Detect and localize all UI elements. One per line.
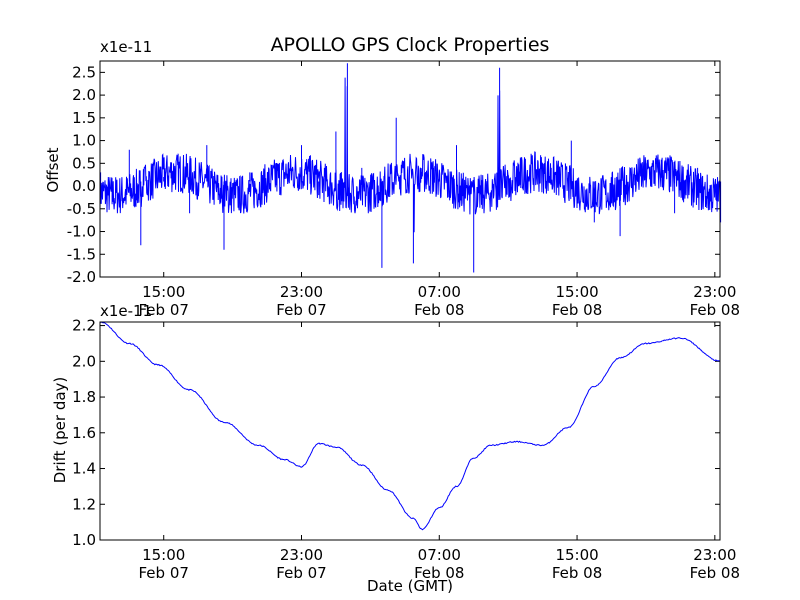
y-tick-label: 2.5 (72, 63, 96, 81)
drift-ticks (100, 322, 720, 541)
x-tick-label-date: Feb 08 (690, 564, 740, 582)
x-tick-label-date: Feb 07 (276, 564, 326, 582)
drift-plot-frame (99, 321, 721, 541)
y-tick-label: 1.2 (72, 495, 96, 513)
x-axis-label: Date (GMT) (367, 577, 453, 595)
y-tick-label: 2.2 (72, 317, 96, 335)
figure-title: APOLLO GPS Clock Properties (271, 34, 550, 56)
offset-y-axis-label: Offset (44, 147, 62, 192)
offset-y-tick-labels: -2.0 -1.5 -1.0 -0.5 0.0 0.5 1.0 1.5 2.0 2.5 (67, 63, 96, 286)
y-tick-label: 2.0 (72, 86, 96, 104)
drift-y-tick-labels: 1.0 1.2 1.4 1.6 1.8 2.0 2.2 (72, 317, 96, 549)
drift-scale-label: x1e-11 (100, 302, 152, 320)
y-tick-label: -1.0 (67, 223, 96, 241)
x-tick-label-time: 15:00 (142, 546, 185, 564)
x-tick-label-date: Feb 08 (414, 301, 464, 319)
drift-series-line (99, 321, 721, 531)
y-tick-label: 1.0 (72, 132, 96, 150)
x-tick-label-time: 23:00 (693, 283, 736, 301)
y-tick-label: -2.0 (67, 268, 96, 286)
x-tick-label-time: 23:00 (280, 283, 323, 301)
y-tick-label: 0.0 (72, 177, 96, 195)
x-tick-label-date: Feb 07 (276, 301, 326, 319)
offset-scale-label: x1e-11 (100, 38, 152, 56)
y-tick-label: -1.5 (67, 245, 96, 263)
x-tick-label-time: 15:00 (142, 283, 185, 301)
x-tick-label-date: Feb 07 (139, 564, 189, 582)
y-tick-label: 1.8 (72, 388, 96, 406)
x-tick-label-date: Feb 08 (414, 564, 464, 582)
y-tick-label: 1.6 (72, 424, 96, 442)
y-tick-label: 1.5 (72, 109, 96, 127)
x-tick-label-time: 15:00 (555, 283, 598, 301)
offset-series-line (99, 63, 722, 273)
x-tick-label-time: 07:00 (418, 546, 461, 564)
x-tick-label-date: Feb 08 (552, 301, 602, 319)
y-tick-label: -0.5 (67, 200, 96, 218)
x-tick-label-date: Feb 08 (552, 564, 602, 582)
x-tick-label-time: 23:00 (693, 546, 736, 564)
y-tick-label: 2.0 (72, 352, 96, 370)
drift-y-axis-label: Drift (per day) (51, 377, 69, 484)
x-tick-label-date: Feb 08 (690, 301, 740, 319)
offset-plot-frame (99, 60, 721, 278)
x-tick-label-date: Feb 07 (139, 301, 189, 319)
y-tick-label: 0.5 (72, 154, 96, 172)
y-tick-label: 1.0 (72, 531, 96, 549)
x-tick-label-time: 23:00 (280, 546, 323, 564)
y-tick-label: 1.4 (72, 460, 96, 478)
x-tick-label-time: 15:00 (555, 546, 598, 564)
x-tick-label-time: 07:00 (418, 283, 461, 301)
